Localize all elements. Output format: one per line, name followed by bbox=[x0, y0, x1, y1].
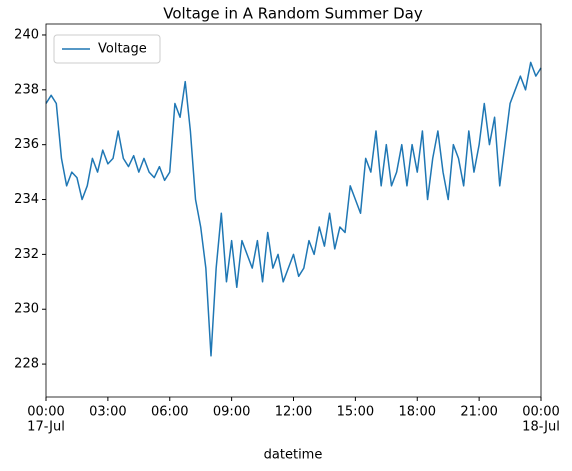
x-tick-label: 21:00 bbox=[460, 405, 497, 420]
y-tick-label: 228 bbox=[14, 357, 39, 372]
x-tick-label: 09:00 bbox=[213, 405, 250, 420]
legend-label: Voltage bbox=[98, 42, 147, 57]
x-tick-label: 00:00 bbox=[522, 405, 559, 420]
x-tick-label: 00:00 bbox=[27, 405, 64, 420]
chart-title: Voltage in A Random Summer Day bbox=[163, 5, 423, 23]
y-tick-label: 230 bbox=[14, 302, 39, 317]
y-tick-label: 240 bbox=[14, 27, 39, 42]
y-tick-label: 232 bbox=[14, 247, 39, 262]
y-tick-label: 234 bbox=[14, 192, 39, 207]
y-tick-label: 236 bbox=[14, 137, 39, 152]
x-tick-label: 15:00 bbox=[337, 405, 374, 420]
x-date-label: 17-Jul bbox=[27, 420, 65, 435]
x-date-label: 18-Jul bbox=[522, 420, 560, 435]
data-line bbox=[45, 61, 542, 357]
x-tick-label: 03:00 bbox=[89, 405, 126, 420]
y-tick-label: 238 bbox=[14, 82, 39, 97]
x-tick-label: 18:00 bbox=[399, 405, 436, 420]
legend-box bbox=[53, 34, 161, 64]
plot-frame bbox=[45, 23, 542, 398]
x-tick-label: 12:00 bbox=[275, 405, 312, 420]
x-tick-label: 06:00 bbox=[151, 405, 188, 420]
x-axis-label: datetime bbox=[264, 448, 323, 463]
